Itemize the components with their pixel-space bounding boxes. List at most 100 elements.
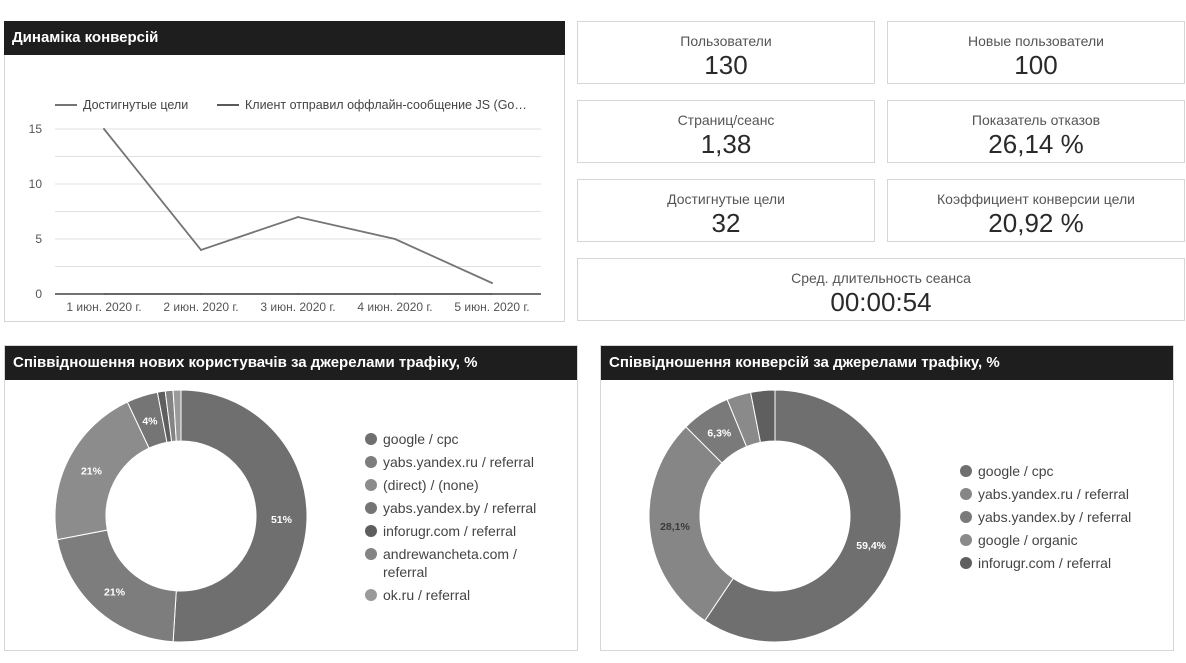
legend-item-label: google / organic	[978, 532, 1078, 548]
y-tick-label: 15	[29, 122, 43, 136]
series-2-point	[200, 293, 202, 295]
conversions-donut-chart: 59,4% 28,1% 6,3%	[648, 389, 902, 643]
x-tick-label: 2 июн. 2020 г.	[163, 300, 238, 314]
legend-dot-icon	[365, 525, 377, 537]
kpi-bounce-rate: Показатель отказов 26,14 %	[887, 100, 1185, 163]
legend-item-label: yabs.yandex.by / referral	[383, 500, 537, 516]
legend-item-label: (direct) / (none)	[383, 477, 479, 493]
series-1-point	[103, 128, 105, 130]
legend-item-label: google / cpc	[978, 463, 1054, 479]
kpi-new-users-value: 100	[1014, 50, 1058, 80]
legend-item-label: yabs.yandex.ru / referral	[978, 486, 1129, 502]
donut-slice-label: 21%	[104, 586, 126, 598]
kpi-avg-session-duration: Сред. длительность сеанса 00:00:54	[577, 258, 1185, 321]
legend-item-label: Клиент отправил оффлайн-сообщение JS (Go…	[245, 98, 527, 112]
conversions-legend: google / cpc yabs.yandex.ru / referral yab…	[960, 462, 1160, 577]
y-tick-label: 0	[35, 287, 42, 301]
new-users-by-source-title: Співвідношення нових користувачів за дже…	[5, 346, 577, 380]
conversion-dynamics-panel: Динаміка конверсій 0 5 10 15 1 июн. 2020 г. 2…	[4, 21, 565, 322]
kpi-pages-per-session-label: Страниц/сеанс	[677, 112, 775, 128]
kpi-bounce-rate-label: Показатель отказов	[971, 112, 1101, 128]
kpi-goal-conversion-rate-label: Коэффициент конверсии цели	[937, 191, 1135, 207]
legend-item: inforugr.com / referral	[960, 554, 1160, 572]
donut-slice-label: 6,3%	[707, 427, 732, 439]
donut-slice	[54, 401, 150, 541]
legend-item: inforugr.com / referral	[365, 522, 565, 540]
legend-item: yabs.yandex.ru / referral	[365, 453, 565, 471]
donut-slice-label: 51%	[271, 514, 293, 526]
kpi-users-label: Пользователи	[680, 33, 772, 49]
legend-item: yabs.yandex.by / referral	[365, 499, 565, 517]
kpi-users-value: 130	[704, 50, 748, 80]
series-line-1	[103, 128, 493, 284]
kpi-pages-per-session-value: 1,38	[700, 129, 752, 159]
donut-slice-label: 28,1%	[660, 521, 690, 533]
legend-dot-icon	[365, 456, 377, 468]
kpi-goals-completed: Достигнутые цели 32	[577, 179, 875, 242]
legend-dot-icon	[960, 488, 972, 500]
y-tick-label: 10	[29, 177, 43, 191]
legend-dot-icon	[960, 511, 972, 523]
donut-slice-label: 21%	[81, 465, 103, 477]
series-1-point	[394, 238, 396, 240]
x-tick-label: 1 июн. 2020 г.	[66, 300, 141, 314]
legend-dot-icon	[365, 433, 377, 445]
donut-slice-label: 59,4%	[856, 540, 886, 552]
series-2-point	[491, 293, 493, 295]
legend-dot-icon	[365, 589, 377, 601]
kpi-users: Пользователи 130	[577, 21, 875, 84]
donut-slice	[172, 389, 308, 643]
legend-item-label: Достигнутые цели	[83, 98, 188, 112]
legend-dot-icon	[960, 534, 972, 546]
series-2-point	[103, 293, 105, 295]
kpi-goals-completed-label: Достигнутые цели	[667, 191, 785, 207]
legend-dot-icon	[365, 548, 377, 560]
legend-item-label: yabs.yandex.ru / referral	[383, 454, 534, 470]
series-1-point	[297, 216, 299, 218]
kpi-avg-session-duration-label: Сред. длительность сеанса	[791, 270, 971, 286]
kpi-pages-per-session: Страниц/сеанс 1,38	[577, 100, 875, 163]
x-tick-label: 5 июн. 2020 г.	[454, 300, 529, 314]
legend-item-label: andrewancheta.com / referral	[383, 546, 517, 580]
y-tick-label: 5	[35, 232, 42, 246]
legend-item: (direct) / (none)	[365, 476, 565, 494]
new-users-donut-chart: 51% 21% 21% 4%	[54, 389, 308, 643]
kpi-avg-session-duration-value: 00:00:54	[830, 287, 932, 317]
donut-slice	[648, 426, 734, 622]
legend-item: andrewancheta.com / referral	[365, 545, 565, 581]
kpi-goal-conversion-rate: Коэффициент конверсии цели 20,92 %	[887, 179, 1185, 242]
legend-item: google / organic	[960, 531, 1160, 549]
legend-item: google / cpc	[365, 430, 565, 448]
legend-dot-icon	[365, 479, 377, 491]
legend-item-label: ok.ru / referral	[383, 587, 471, 603]
x-tick-label: 3 июн. 2020 г.	[260, 300, 335, 314]
conversions-by-source-panel: 59,4% 28,1% 6,3% Співвідношення конверсій …	[600, 345, 1174, 651]
series-1-point	[491, 282, 493, 284]
conversion-dynamics-title: Динаміка конверсій	[4, 21, 565, 55]
series-2-point	[297, 293, 299, 295]
donut-slice	[750, 389, 776, 444]
x-tick-label: 4 июн. 2020 г.	[357, 300, 432, 314]
new-users-by-source-panel: 51% 21% 21% 4% Співвідношення нових користу…	[4, 345, 578, 651]
legend-item: ok.ru / referral	[365, 586, 565, 604]
series-2-point	[394, 293, 396, 295]
legend-dot-icon	[365, 502, 377, 514]
kpi-new-users: Новые пользователи 100	[887, 21, 1185, 84]
donut-slice	[704, 389, 902, 643]
legend-item: yabs.yandex.ru / referral	[960, 485, 1160, 503]
donut-slice-label: 4%	[142, 415, 158, 427]
kpi-bounce-rate-value: 26,14 %	[988, 129, 1084, 159]
donut-slice	[172, 389, 182, 442]
conversion-line-chart: 0 5 10 15 1 июн. 2020 г. 2 июн. 2020 г. 3 июн.…	[29, 98, 541, 314]
legend-dot-icon	[960, 557, 972, 569]
kpi-goal-conversion-rate-value: 20,92 %	[988, 208, 1084, 238]
legend-item: google / cpc	[960, 462, 1160, 480]
conversions-by-source-title: Співвідношення конверсій за джерелами тр…	[601, 346, 1173, 380]
new-users-legend: google / cpc yabs.yandex.ru / referral (di…	[365, 430, 565, 609]
legend-item: yabs.yandex.by / referral	[960, 508, 1160, 526]
kpi-new-users-label: Новые пользователи	[968, 33, 1104, 49]
legend-item-label: google / cpc	[383, 431, 459, 447]
legend-item-label: inforugr.com / referral	[978, 555, 1112, 571]
kpi-goals-completed-value: 32	[711, 208, 741, 238]
legend-item-label: yabs.yandex.by / referral	[978, 509, 1132, 525]
